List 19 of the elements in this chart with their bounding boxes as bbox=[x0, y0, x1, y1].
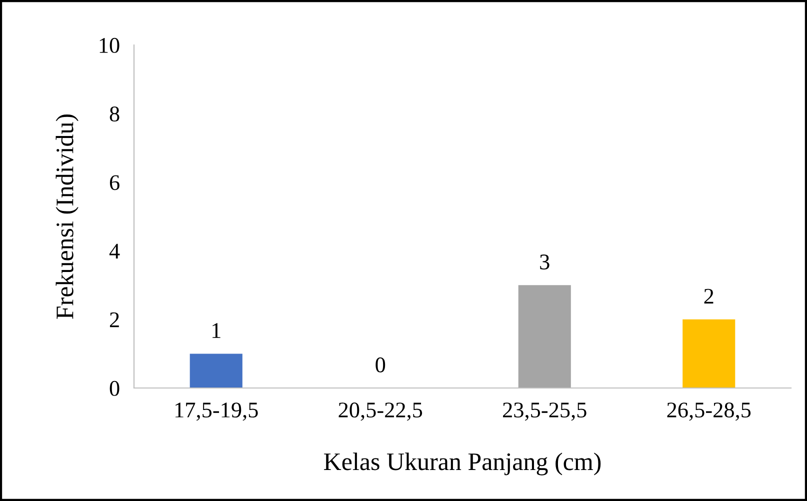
bar bbox=[190, 354, 242, 388]
bar bbox=[518, 285, 571, 388]
bar bbox=[682, 319, 736, 388]
y-tick-label: 0 bbox=[110, 380, 120, 396]
y-tick-label: 2 bbox=[110, 312, 119, 328]
data-label: 3 bbox=[540, 254, 550, 270]
x-tick-label: 26,5-28,5 bbox=[667, 402, 751, 421]
y-axis-title: Frekuensi (Individu) bbox=[56, 114, 78, 319]
x-tick-label: 20,5-22,5 bbox=[338, 402, 422, 421]
data-label: 2 bbox=[704, 288, 714, 304]
data-label: 0 bbox=[376, 357, 386, 372]
x-tick-label: 17,5-19,5 bbox=[175, 402, 258, 421]
y-tick-label: 8 bbox=[110, 106, 120, 122]
data-label: 1 bbox=[212, 323, 220, 338]
y-tick-label: 10 bbox=[100, 38, 120, 53]
x-tick-label: 23,5-25,5 bbox=[503, 402, 586, 421]
x-axis-title: Kelas Ukuran Panjang (cm) bbox=[324, 452, 601, 476]
y-tick-label: 4 bbox=[109, 244, 120, 259]
y-tick-label: 6 bbox=[110, 175, 120, 190]
